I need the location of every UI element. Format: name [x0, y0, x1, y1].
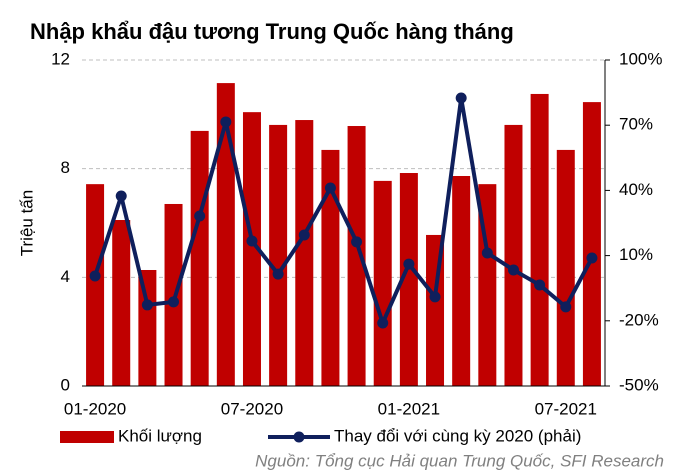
legend-swatch [60, 431, 114, 443]
y-tick-label: 12 [51, 49, 70, 68]
marker [377, 317, 389, 329]
bar [138, 269, 157, 386]
marker [298, 229, 310, 241]
y2-tick-label: 40% [619, 180, 653, 199]
y2-tick-label: -20% [619, 310, 659, 329]
x-tick-label: 01-2021 [378, 399, 440, 418]
y-tick-label: 8 [61, 158, 70, 177]
bar [112, 220, 131, 386]
y-tick-label: 0 [61, 375, 70, 394]
x-tick-label: 07-2020 [221, 399, 283, 418]
bar [347, 126, 366, 386]
marker [534, 279, 546, 291]
marker [351, 236, 363, 248]
marker [560, 301, 572, 313]
marker [89, 270, 101, 282]
bar [86, 184, 105, 386]
bar [399, 173, 418, 386]
marker [455, 92, 467, 104]
y-axis-label: Triệu tấn [17, 190, 36, 256]
x-tick-label: 07-2021 [535, 399, 597, 418]
bar [295, 120, 314, 386]
chart-title: Nhập khẩu đậu tương Trung Quốc hàng thán… [30, 19, 514, 44]
marker [324, 182, 336, 194]
legend-marker [293, 431, 305, 443]
bar [530, 93, 549, 386]
bar [269, 124, 288, 386]
bar [321, 149, 340, 386]
marker [220, 116, 232, 128]
marker [272, 268, 284, 280]
marker [403, 258, 415, 270]
marker [586, 252, 598, 264]
marker [115, 190, 127, 202]
bar [504, 124, 523, 386]
bar [164, 203, 183, 386]
legend-label: Khối lượng [118, 426, 202, 445]
marker [168, 296, 180, 308]
marker [481, 247, 493, 259]
y2-tick-label: 70% [619, 115, 653, 134]
bar [242, 112, 261, 386]
x-tick-label: 01-2020 [64, 399, 126, 418]
marker [429, 291, 441, 303]
bar [373, 180, 392, 386]
y2-tick-label: 10% [619, 245, 653, 264]
y2-tick-label: 100% [619, 49, 662, 68]
bar [556, 149, 575, 386]
source: Nguồn: Tổng cục Hải quan Trung Quốc, SFI… [255, 451, 664, 470]
bar [216, 83, 235, 386]
bar [582, 102, 601, 386]
bar [452, 176, 471, 386]
marker [246, 235, 258, 247]
y-tick-label: 4 [61, 267, 70, 286]
bar [190, 130, 209, 386]
marker [141, 299, 153, 311]
y2-tick-label: -50% [619, 375, 659, 394]
marker [194, 210, 206, 222]
marker [507, 264, 519, 276]
legend-label: Thay đổi với cùng kỳ 2020 (phải) [334, 426, 581, 445]
